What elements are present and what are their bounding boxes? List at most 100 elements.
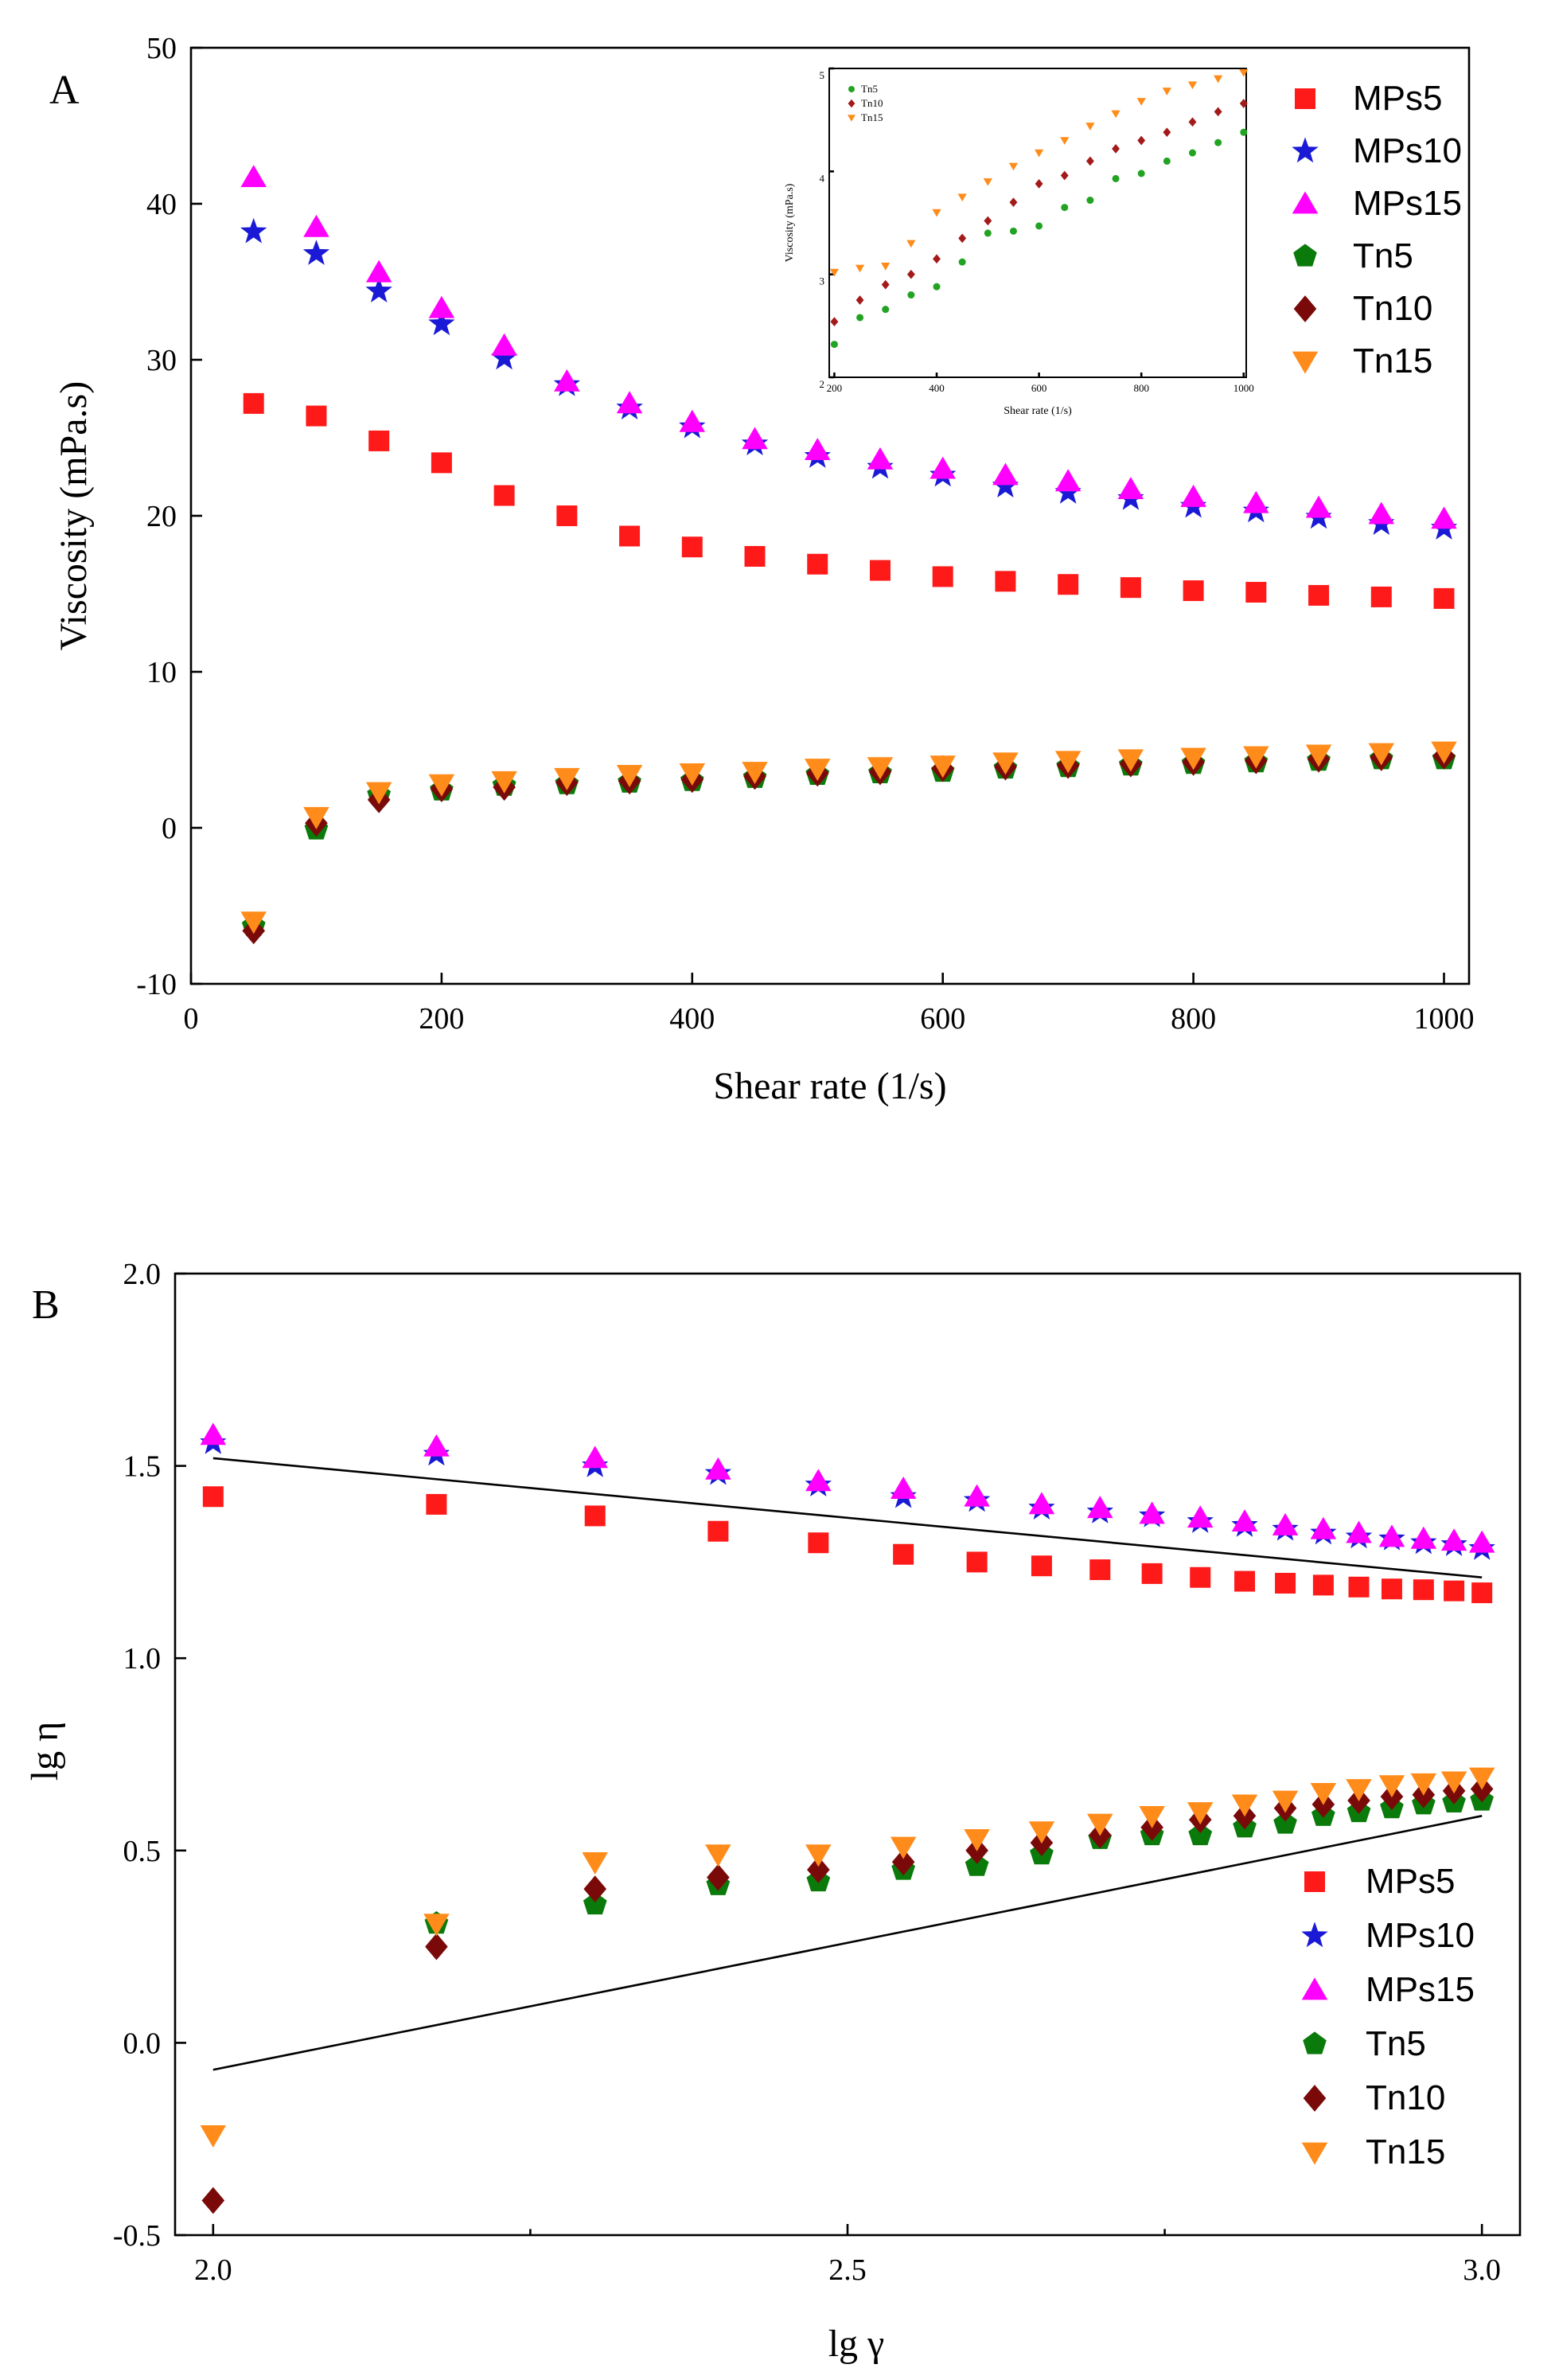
panel-b-point-tn15 [1028,1821,1055,1844]
inset-point-tn15 [1214,75,1223,84]
panel-b-legend-label-tn5: Tn5 [1366,2024,1426,2063]
inset-legend-label-tn10: Tn10 [861,97,883,109]
inset-point-tn5 [1240,128,1248,136]
panel-a-point-mps5 [493,485,515,506]
inset-point-tn5 [856,314,864,322]
panel-a-legend-marker-mps5 [1295,88,1315,109]
panel-b-legend-label-tn15: Tn15 [1366,2132,1445,2171]
inset-point-tn15 [1085,123,1095,131]
panel-b-point-tn10 [891,1848,915,1876]
panel-a-point-tn15 [867,757,894,780]
panel-a-data-points [240,165,1458,945]
inset-axes: 200 400 600 800 1000 2 3 4 5 [820,67,1254,394]
panel-b-y-axis-label: lg η [24,1722,66,1781]
panel-b-point-mps15 [1087,1496,1113,1519]
inset-x-tick-label: 400 [929,382,945,394]
inset-legend-marker-tn5 [848,86,855,92]
panel-a-legend-label-mps10: MPs10 [1353,131,1462,170]
panel-a-y-tick-label: 0 [162,812,177,845]
panel-b-point-tn15 [705,1844,731,1867]
panel-b-point-tn10 [583,1875,607,1903]
panel-b-point-mps15 [1187,1505,1214,1528]
panel-a-point-mps5 [619,525,641,547]
panel-b-y-tick-label: 1.0 [123,1642,162,1676]
inset-point-tn5 [1035,222,1043,230]
panel-b-point-mps5 [808,1532,829,1554]
panel-a-point-mps15 [742,427,768,450]
inset-point-tn10 [1239,99,1248,108]
inset-point-tn10 [855,295,864,305]
panel-b-x-tick-label: 2.5 [828,2253,867,2287]
panel-b-point-mps15 [1310,1516,1337,1539]
inset-point-tn10 [1009,197,1018,207]
inset-point-tn10 [1163,127,1171,138]
panel-b-point-mps5 [1444,1580,1465,1602]
panel-a-point-mps15 [1431,506,1457,529]
panel-a-point-tn15 [742,762,768,785]
panel-a-point-tn15 [1368,743,1395,766]
panel-a-point-tn15 [428,774,455,797]
inset-point-tn5 [882,306,890,314]
panel-b-point-tn15 [1272,1790,1299,1813]
panel-b-point-tn15 [200,2125,227,2148]
panel-b-point-tn15 [423,1914,450,1937]
panel-b-point-mps15 [582,1446,608,1469]
panel-b-label: B [32,1282,60,1328]
panel-a-point-mps10 [490,344,518,370]
panel-a-point-mps15 [867,447,894,470]
panel-b: B 2.0 2.5 3.0 -0.5 0.0 0.5 1.0 1.5 2.0 lg γ lg η… [24,1258,1522,2365]
inset-point-tn10 [933,254,941,264]
inset-legend-marker-tn10 [848,99,855,108]
panel-a-point-mps15 [554,369,580,392]
panel-b-point-tn10 [707,1863,730,1891]
panel-b-point-mps5 [707,1520,729,1542]
inset-legend-marker-tn15 [848,115,855,122]
panel-b-legend-label-mps5: MPs5 [1366,1862,1455,1901]
panel-a-x-axis-label: Shear rate (1/s) [713,1065,946,1107]
panel-a-y-axis-label: Viscosity (mPa.s) [53,381,95,650]
panel-a-inset: 200 400 600 800 1000 2 3 4 5 Shear rate (1/s) Vi… [784,67,1254,417]
panel-a-point-mps15 [929,456,956,479]
inset-point-tn15 [957,193,967,202]
panel-a-legend-marker-tn10 [1293,295,1317,322]
panel-b-point-mps5 [1348,1576,1370,1598]
panel-a-y-tick-label: 20 [146,500,177,533]
panel-a-point-mps5 [556,505,578,526]
panel-b-point-mps15 [1231,1509,1258,1532]
panel-b-point-mps5 [1234,1570,1256,1592]
panel-b-data-points [200,1422,1495,2214]
panel-a-x-tick-label: 0 [184,1002,199,1036]
panel-b-point-mps5 [426,1493,447,1515]
panel-b-axes: 2.0 2.5 3.0 -0.5 0.0 0.5 1.0 1.5 2.0 [113,1258,1501,2287]
panel-b-point-tn5 [1188,1822,1213,1846]
inset-point-tn5 [1163,157,1171,165]
panel-a-point-mps15 [491,333,517,356]
inset-point-tn10 [830,317,839,327]
panel-b-mps-fit-line [212,1457,1483,1579]
inset-point-tn5 [1188,149,1196,157]
inset-point-tn15 [1060,137,1070,145]
panel-b-point-tn15 [1378,1775,1405,1798]
panel-b-legend-label-mps10: MPs10 [1366,1916,1475,1955]
panel-b-point-tn10 [807,1856,830,1883]
panel-a-point-mps10 [240,217,267,244]
panel-a-point-tn15 [805,759,831,782]
panel-b-legend-marker-mps5 [1304,1871,1325,1892]
inset-legend-label-tn5: Tn5 [861,83,878,95]
panel-b-x-axis-label: lg γ [828,2323,885,2365]
panel-a-point-tn15 [1243,746,1269,769]
inset-point-tn15 [855,264,865,273]
panel-b-point-mps15 [1378,1524,1405,1547]
inset-legend: Tn5 Tn10 Tn15 [848,83,883,123]
inset-x-tick-label: 1000 [1233,382,1254,394]
panel-b-legend-marker-tn10 [1303,2085,1327,2112]
panel-a-point-mps15 [365,259,392,283]
panel-b-point-mps5 [202,1486,224,1508]
panel-b-point-tn15 [1410,1773,1437,1796]
panel-a-legend-marker-mps15 [1292,191,1319,214]
panel-a-point-mps15 [1368,501,1395,525]
panel-b-y-tick-label: 2.0 [123,1258,162,1291]
panel-b-legend-marker-tn15 [1301,2142,1328,2165]
